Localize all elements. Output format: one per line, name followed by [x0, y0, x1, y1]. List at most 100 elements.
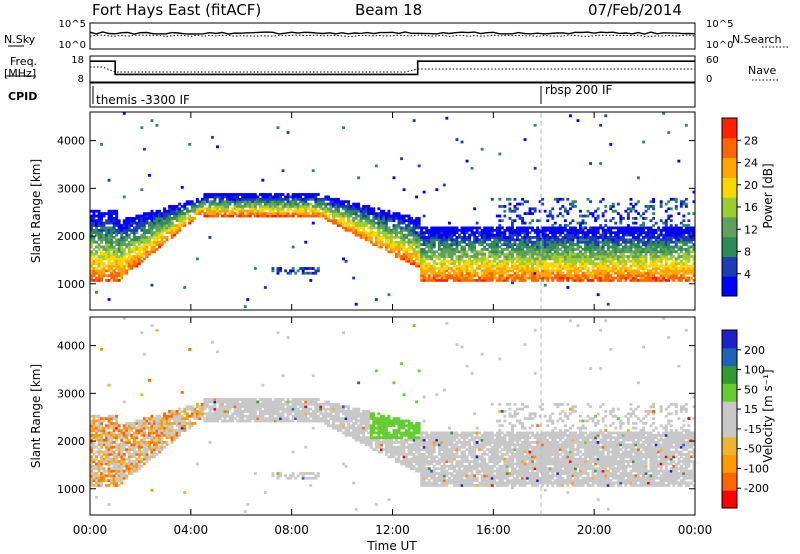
power-cell: [289, 271, 292, 275]
power-cell: [490, 243, 494, 246]
power-cell: [511, 255, 514, 258]
power-cell: [120, 224, 124, 227]
power-cell: [490, 236, 494, 239]
power-cell: [407, 231, 411, 235]
power-cell: [163, 207, 166, 211]
power-cell: [591, 279, 595, 282]
power-cell: [690, 236, 693, 239]
power-cell: [619, 243, 623, 246]
power-cell: [175, 209, 179, 213]
power-cell: [674, 226, 678, 230]
power-cell: [170, 228, 174, 232]
power-cell: [649, 259, 653, 263]
power-cell: [574, 248, 577, 251]
power-cell: [536, 228, 540, 232]
power-cell: [344, 228, 348, 232]
power-cell: [591, 228, 595, 232]
power-cell: [528, 252, 532, 256]
power-cell: [505, 267, 509, 270]
power-cell: [274, 205, 277, 208]
power-cell: [606, 231, 610, 235]
power-cell: [629, 276, 633, 280]
power-cell: [450, 274, 454, 277]
power-cell: [493, 243, 497, 246]
power-cell: [647, 250, 650, 254]
power-cell: [684, 269, 688, 273]
power-cell: [274, 193, 277, 196]
power-cell: [684, 276, 688, 280]
velocity-cell: [92, 453, 96, 456]
power-cell: [407, 233, 411, 237]
power-cell: [145, 252, 149, 256]
power-cell: [488, 226, 492, 230]
power-cell: [652, 236, 655, 239]
power-cell: [120, 271, 124, 275]
power-cell: [299, 195, 303, 199]
power-cell: [97, 245, 101, 249]
power-cell: [586, 250, 590, 254]
velocity-cell: [90, 433, 93, 437]
power-cell: [442, 279, 446, 282]
power-cell: [311, 207, 315, 211]
power-cell: [682, 276, 686, 280]
power-cell: [442, 236, 446, 239]
power-cell: [596, 257, 600, 261]
power-cell: [664, 264, 668, 268]
power-cell: [528, 231, 532, 235]
power-cell: [563, 257, 567, 261]
power-cell: [347, 202, 350, 206]
power-cell: [110, 209, 114, 213]
power-cell: [563, 245, 567, 249]
power-cell: [672, 276, 676, 280]
velocity-cell: [127, 438, 131, 442]
power-cell: [523, 226, 527, 230]
power-cell: [460, 248, 464, 251]
velocity-cell: [195, 410, 199, 413]
velocity-cell: [95, 433, 98, 437]
power-cell: [427, 255, 431, 258]
power-cell: [236, 195, 240, 199]
power-cell: [382, 226, 386, 230]
power-cell: [458, 233, 461, 237]
velocity-cell: [193, 410, 197, 413]
velocity-cell: [155, 433, 159, 437]
power-cell: [488, 236, 492, 239]
power-cell: [561, 274, 565, 277]
power-cell: [561, 245, 565, 249]
power-cell: [692, 233, 696, 237]
power-cell: [432, 226, 436, 230]
velocity-cell: [150, 426, 154, 430]
power-cell: [422, 257, 426, 261]
power-cell: [102, 224, 106, 227]
velocity-cell: [130, 426, 134, 430]
power-cell: [584, 267, 587, 270]
power-cell: [241, 200, 245, 204]
velocity-cell: [102, 431, 106, 435]
power-cell: [384, 245, 388, 249]
power-cell: [596, 243, 600, 246]
power-cell: [465, 274, 469, 277]
power-cell: [122, 269, 126, 273]
power-cell: [543, 243, 547, 246]
power-cell: [465, 271, 469, 275]
power-cell: [153, 214, 156, 218]
power-cell: [634, 238, 638, 242]
power-cell: [178, 226, 182, 230]
power-cell: [137, 245, 141, 249]
velocity-cell: [200, 414, 204, 418]
power-cell: [276, 271, 280, 275]
power-cell: [132, 240, 136, 244]
power-cell: [561, 264, 565, 268]
power-cell: [639, 248, 643, 251]
power-cell: [425, 267, 429, 270]
velocity-cell: [142, 445, 146, 449]
power-cell: [498, 205, 502, 208]
power-cell: [387, 250, 391, 254]
velocity-cell: [150, 424, 154, 428]
power-cell: [601, 267, 605, 270]
power-cell: [604, 269, 608, 273]
power-cell: [110, 214, 114, 218]
power-cell: [642, 140, 645, 144]
power-cell: [384, 231, 388, 235]
power-cell: [112, 250, 116, 254]
